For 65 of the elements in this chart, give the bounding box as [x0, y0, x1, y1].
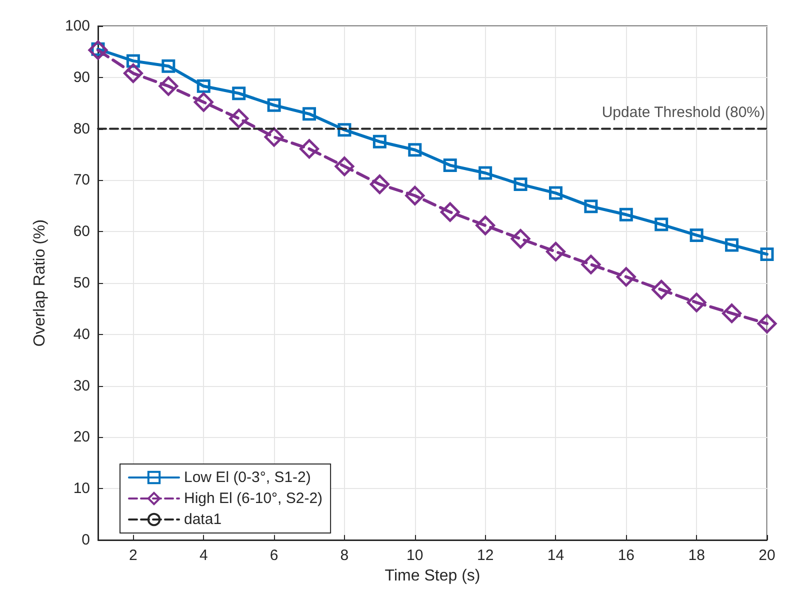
point: [334, 156, 354, 176]
point: [440, 202, 460, 222]
y-tick-label: 0: [82, 532, 90, 548]
point: [760, 247, 774, 261]
point: [584, 200, 598, 214]
point: [476, 216, 496, 236]
point: [405, 186, 425, 206]
point: [162, 59, 176, 73]
point: [267, 98, 281, 112]
point: [408, 143, 422, 157]
x-tick-label: 12: [476, 547, 494, 564]
y-tick-label: 10: [73, 480, 90, 498]
y-tick-label: 40: [73, 326, 90, 343]
legend-label: High El (6-10°, S2-2): [184, 490, 323, 507]
point: [652, 280, 672, 300]
point: [690, 228, 704, 242]
legend-label: data1: [184, 511, 222, 528]
point: [757, 314, 777, 334]
point: [232, 86, 246, 100]
point: [725, 238, 739, 252]
x-tick-label: 6: [270, 547, 278, 564]
x-tick-label: 2: [129, 547, 138, 564]
point: [338, 123, 352, 137]
x-tick-label: 18: [688, 547, 705, 564]
point: [88, 40, 108, 60]
y-tick-label: 50: [73, 274, 90, 292]
point: [478, 166, 492, 180]
point: [510, 229, 530, 249]
point: [123, 64, 143, 84]
point: [196, 79, 210, 93]
point: [514, 178, 528, 192]
legend-label: Low El (0-3°, S1-2): [184, 469, 311, 486]
x-tick-label: 4: [199, 547, 208, 564]
y-tick-label: 60: [73, 223, 90, 240]
y-tick-label: 80: [73, 120, 90, 138]
x-tick-label: 20: [758, 547, 776, 564]
y-tick-label: 20: [73, 428, 90, 446]
x-axis-title: Time Step (s): [384, 568, 480, 584]
y-tick-label: 30: [73, 377, 90, 394]
x-tick-label: 10: [406, 547, 424, 564]
point: [686, 292, 706, 312]
y-tick-label: 70: [73, 172, 90, 189]
point: [372, 134, 386, 148]
x-tick-label: 16: [618, 547, 634, 564]
point: [158, 76, 178, 96]
y-tick-label: 100: [64, 18, 90, 34]
point: [370, 174, 390, 194]
point: [581, 254, 601, 274]
y-tick-label: 90: [73, 68, 90, 86]
point: [619, 208, 633, 222]
point: [616, 267, 636, 287]
point: [300, 139, 320, 159]
point: [229, 108, 249, 128]
annotation: Update Threshold (80%): [602, 104, 765, 121]
y-axis-title: Overlap Ratio (%): [32, 219, 48, 347]
point: [546, 242, 566, 262]
x-tick-label: 14: [547, 547, 564, 564]
point: [264, 127, 284, 147]
point: [194, 92, 214, 112]
point: [654, 218, 668, 232]
point: [722, 304, 742, 324]
point: [302, 107, 316, 121]
point: [443, 158, 457, 172]
x-tick-label: 8: [340, 547, 349, 564]
point: [548, 186, 562, 200]
